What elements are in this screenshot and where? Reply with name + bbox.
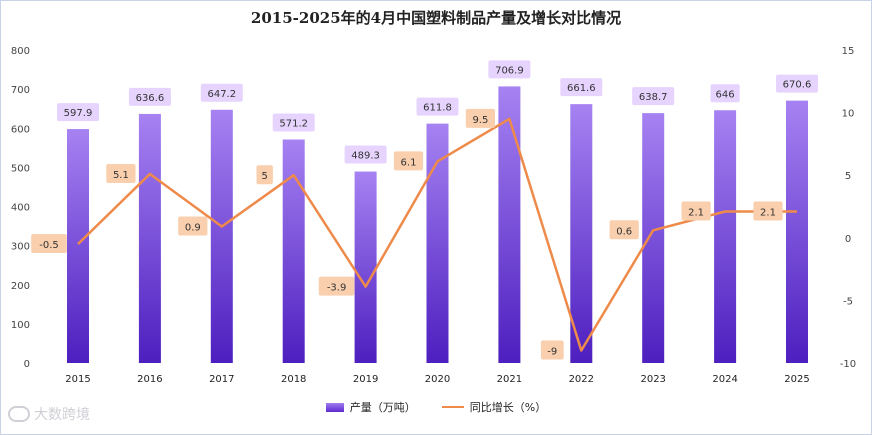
x-tick-label: 2021 <box>497 374 522 385</box>
line-data-label: 2.1 <box>688 208 704 219</box>
x-tick-label: 2016 <box>137 374 162 385</box>
bar-label-bg <box>632 87 675 106</box>
line-label-bg <box>106 163 136 183</box>
bar-label-bg <box>776 74 818 93</box>
y-left-tick-label: 100 <box>11 320 30 331</box>
y-left-tick-label: 400 <box>11 203 30 214</box>
bar-label-bg <box>488 60 531 79</box>
bar-data-label: 638.7 <box>639 92 668 103</box>
line-label-bg <box>681 201 711 221</box>
bar-data-label: 647.2 <box>207 89 236 100</box>
bar-data-label: 646 <box>716 89 735 100</box>
x-tick-label: 2017 <box>209 374 234 385</box>
y-right-tick-label: 15 <box>842 46 855 57</box>
watermark-text: 大数跨境 <box>34 407 90 423</box>
x-tick-label: 2019 <box>353 374 378 385</box>
bar-label-bg <box>200 83 243 102</box>
bar-data-label: 636.6 <box>136 93 165 104</box>
line-data-label: 5.1 <box>113 170 129 181</box>
bar <box>570 104 593 364</box>
line-data-label: -3.9 <box>327 283 347 294</box>
bar-label-bg <box>560 78 603 97</box>
bar-data-label: 611.8 <box>423 103 452 114</box>
y-left-tick-label: 300 <box>11 242 30 253</box>
line-data-label: 0.6 <box>616 226 632 237</box>
bar-label-bg <box>128 87 171 106</box>
y-left-tick-label: 700 <box>11 85 30 96</box>
bar-data-label: 670.6 <box>783 80 812 91</box>
bar-label-bg <box>710 84 740 103</box>
x-tick-label: 2023 <box>640 374 665 385</box>
bar-data-label: 571.2 <box>279 119 308 130</box>
line-data-label: -9 <box>547 346 557 357</box>
legend: 产量（万吨） 同比增长（%） <box>0 399 872 415</box>
line-data-label: 6.1 <box>401 157 417 168</box>
line-label-bg <box>256 165 273 185</box>
legend-item-growth[interactable]: 同比增长（%） <box>441 399 547 415</box>
y-left-tick-label: 0 <box>24 359 30 370</box>
line-label-bg <box>609 220 639 240</box>
legend-label-growth: 同比增长（%） <box>469 401 547 414</box>
bar-data-label: 489.3 <box>351 151 380 162</box>
x-tick-label: 2018 <box>281 374 306 385</box>
y-right-tick-label: 10 <box>842 109 855 120</box>
x-tick-label: 2020 <box>425 374 450 385</box>
bar-data-label: 706.9 <box>495 65 524 76</box>
growth-line <box>77 117 797 352</box>
watermark-logo-icon <box>8 406 30 422</box>
legend-label-output: 产量（万吨） <box>349 401 416 414</box>
y-left-tick-label: 200 <box>11 281 30 292</box>
watermark: 大数跨境 <box>8 404 90 424</box>
bar-data-label: 597.9 <box>64 108 93 119</box>
bar <box>786 100 808 363</box>
legend-item-output[interactable]: 产量（万吨） <box>325 399 416 415</box>
y-left-tick-label: 600 <box>11 124 30 135</box>
line-data-label: 5 <box>262 171 268 182</box>
y-left-tick-label: 500 <box>11 163 30 174</box>
bar <box>138 113 161 363</box>
line-data-label: -0.5 <box>39 240 59 251</box>
bar <box>642 113 665 363</box>
line-label-bg <box>540 340 564 360</box>
bar <box>714 110 737 363</box>
legend-line-swatch <box>441 406 464 408</box>
line-label-bg <box>393 151 424 171</box>
bar <box>498 86 521 363</box>
bar-label-bg <box>57 103 99 122</box>
bar-data-label: 661.6 <box>567 83 596 94</box>
line-label-bg <box>178 216 208 236</box>
y-right-tick-label: -10 <box>840 359 856 370</box>
line-data-label: 9.5 <box>472 115 488 126</box>
y-right-tick-label: -5 <box>843 296 853 307</box>
bar <box>282 139 305 363</box>
line-data-label: 0.9 <box>185 223 201 234</box>
bar <box>210 109 233 364</box>
x-tick-label: 2025 <box>784 374 809 385</box>
y-right-tick-label: 0 <box>845 234 851 245</box>
line-data-label: 2.1 <box>760 208 776 219</box>
bar <box>426 123 449 364</box>
x-tick-label: 2022 <box>569 374 594 385</box>
line-label-bg <box>31 234 67 254</box>
line-label-bg <box>753 201 783 221</box>
bar-label-bg <box>272 113 315 132</box>
x-tick-label: 2024 <box>712 374 737 385</box>
chart-title: 2015-2025年的4月中国塑料制品产量及增长对比情况 <box>250 9 622 27</box>
y-right-tick-label: 5 <box>845 171 851 182</box>
bar-label-bg <box>416 97 459 116</box>
bar-label-bg <box>344 145 387 164</box>
line-label-bg <box>465 108 495 128</box>
legend-bar-swatch <box>325 402 344 412</box>
bar <box>354 171 377 363</box>
y-left-tick-label: 800 <box>11 46 30 57</box>
line-label-bg <box>318 276 355 296</box>
x-tick-label: 2015 <box>65 374 90 385</box>
bar <box>67 129 89 363</box>
